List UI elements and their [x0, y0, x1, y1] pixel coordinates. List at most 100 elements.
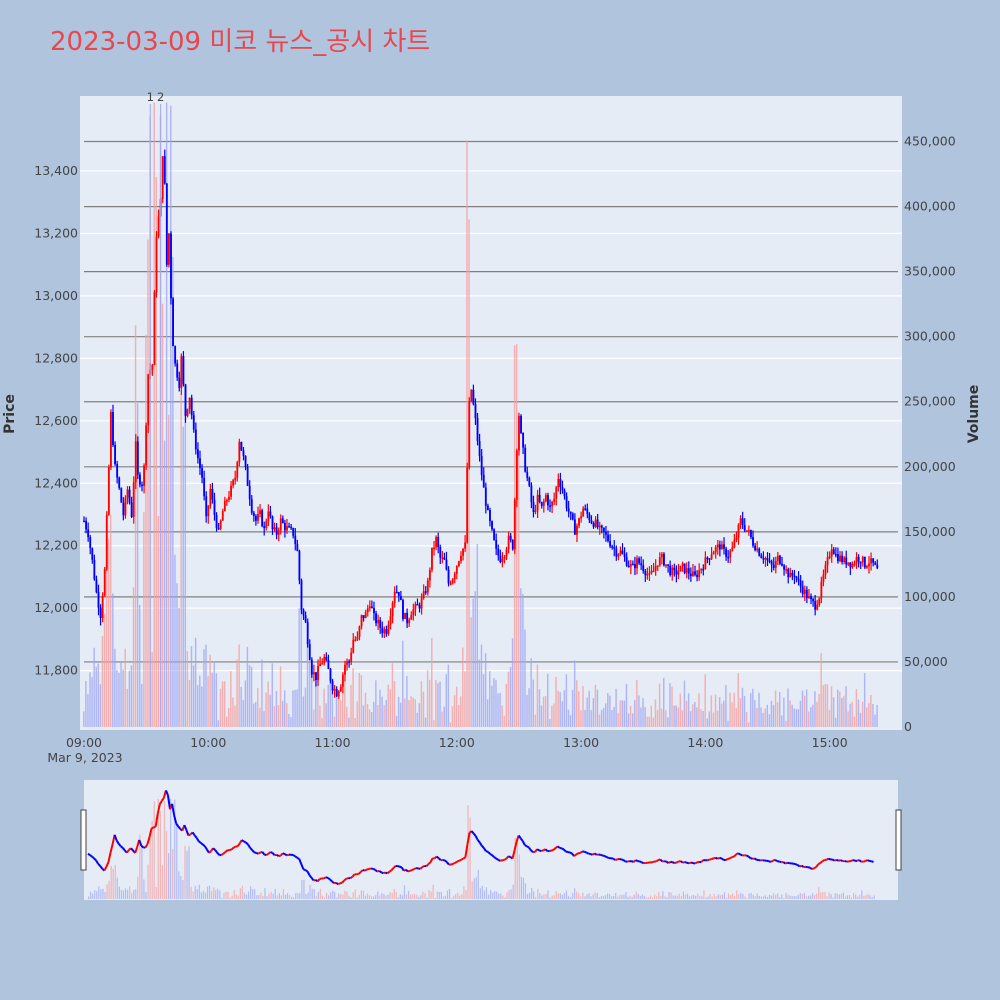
candle-body [294, 535, 297, 545]
slider-price-segment [478, 841, 483, 847]
candle-body [553, 498, 556, 502]
slider-price-segment [270, 851, 273, 854]
volume-bar [451, 706, 454, 727]
candle-body [385, 629, 388, 634]
slider-volume-bar [305, 894, 307, 899]
volume-bar [350, 684, 352, 727]
candle-body [681, 563, 684, 566]
range-slider-left-handle[interactable] [80, 809, 87, 871]
slider-volume-bar [764, 895, 767, 899]
slider-volume-bar [319, 888, 321, 899]
candle-body [402, 600, 404, 619]
slider-price-segment [315, 879, 319, 883]
volume-bar [663, 677, 665, 727]
slider-volume-bar [393, 888, 395, 899]
slider-price-segment [555, 845, 559, 849]
volume-bar [694, 701, 696, 727]
slider-price-segment [573, 853, 577, 857]
price-gridlines [80, 170, 902, 672]
slider-price-segment [450, 862, 454, 866]
slider-price-segment [852, 859, 856, 862]
slider-volume-bar [746, 898, 748, 899]
candle-body [772, 564, 775, 568]
volume-bar [145, 334, 147, 727]
slider-volume-bar [754, 895, 756, 899]
volume-bar [808, 711, 810, 727]
slider-volume-bar [385, 895, 387, 899]
candle-body [91, 548, 94, 560]
slider-price-segment [427, 861, 432, 865]
candle-body [263, 526, 266, 529]
slider-price-segment [867, 859, 870, 862]
range-slider[interactable] [84, 780, 898, 900]
slider-volume-bar [814, 894, 816, 899]
volume-bar [816, 701, 818, 727]
price-tick-label: 12,000 [34, 600, 78, 615]
candle-body [252, 512, 255, 516]
slider-volume-bar [512, 884, 514, 899]
volume-bar [395, 715, 398, 727]
candle-body [112, 412, 114, 446]
volume-bar [296, 689, 298, 727]
slider-volume-bar [559, 893, 561, 899]
candle-body [704, 557, 707, 570]
candle-body [627, 565, 630, 568]
volume-bar [348, 717, 350, 727]
volume-bar [578, 691, 580, 727]
slider-price-segment [397, 865, 401, 868]
slider-volume-bar [668, 891, 670, 899]
candle-body [710, 554, 713, 559]
volume-bar [360, 675, 363, 727]
slider-price-segment [565, 850, 569, 854]
slider-price-segment [251, 849, 255, 853]
slider-volume-bar [842, 892, 845, 899]
slider-price-segment [278, 854, 282, 858]
slider-volume-bar [590, 896, 592, 899]
volume-bar [190, 646, 193, 727]
candle-body [596, 519, 599, 528]
candle-body [304, 615, 307, 623]
candle-body [286, 526, 288, 531]
volume-bar [356, 701, 358, 727]
slider-price-segment [257, 851, 261, 855]
volume-bar [457, 704, 460, 727]
slider-volume-bar [194, 886, 196, 899]
candle-body [283, 522, 286, 531]
volume-bar [708, 711, 711, 727]
candle-body [582, 508, 585, 517]
slider-volume-bar [174, 799, 176, 899]
slider-volume-bar [557, 893, 559, 899]
volume-bar [138, 604, 141, 727]
volume-bar [337, 697, 340, 727]
slider-volume-bar [340, 894, 342, 899]
candle-body [323, 656, 326, 664]
slider-volume-bar [311, 888, 313, 899]
main-plot-area[interactable] [80, 96, 902, 730]
slider-volume-bar [211, 890, 213, 899]
range-slider-right-handle[interactable] [895, 809, 902, 871]
volume-bar [619, 700, 621, 727]
volume-bar [515, 343, 518, 727]
slider-volume-bar [379, 895, 381, 899]
volume-bar [223, 681, 226, 727]
volume-bar [723, 700, 725, 727]
slider-price-segment [657, 858, 661, 861]
slider-price-segment [632, 859, 637, 863]
slider-volume-bar [141, 847, 143, 899]
volume-bar [607, 693, 609, 727]
volume-bar [696, 707, 698, 727]
candle-body [221, 511, 224, 521]
candle-body [793, 575, 796, 578]
candle-body [130, 502, 133, 517]
slider-volume-bar [317, 891, 319, 899]
slider-price-segment [93, 857, 97, 862]
volume-bar [155, 177, 158, 728]
slider-price-segment [419, 866, 423, 870]
volume-bar [109, 514, 112, 727]
candle-body [828, 556, 831, 558]
candle-body [290, 526, 293, 529]
volume-bar [399, 702, 402, 727]
volume-bar [638, 695, 640, 727]
slider-price-segment [821, 859, 825, 863]
candle-body [366, 608, 369, 613]
